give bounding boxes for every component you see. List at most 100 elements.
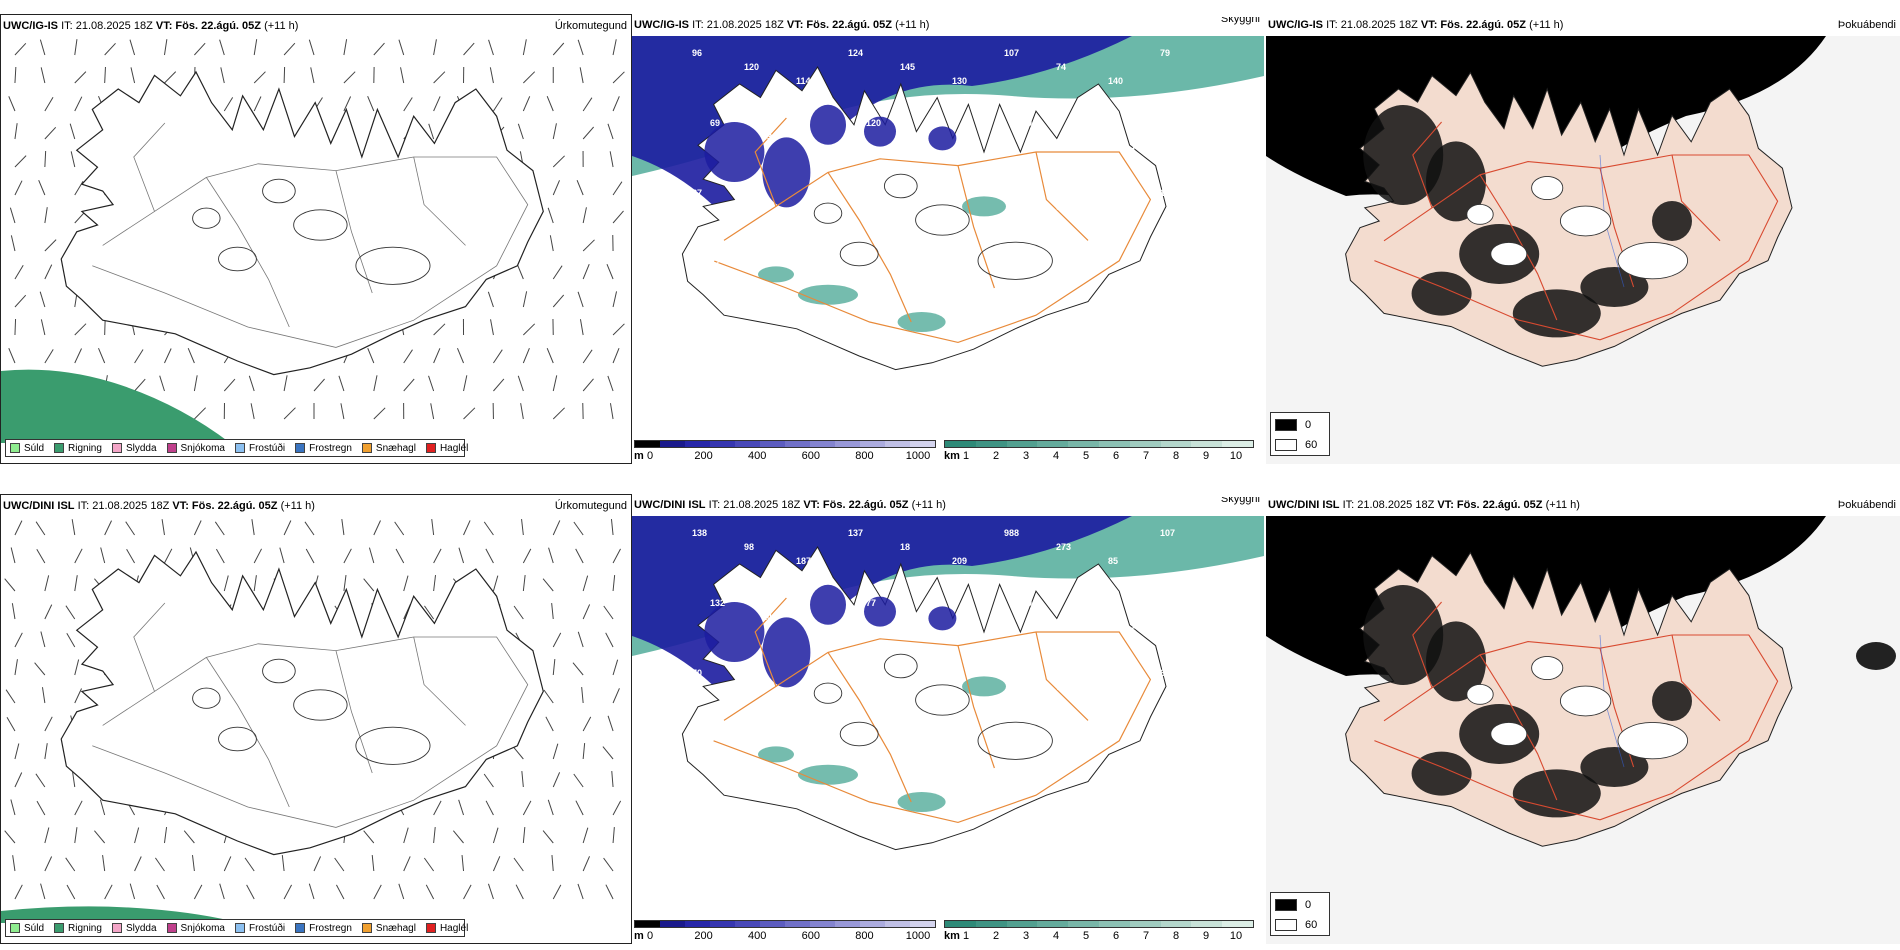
- wind-barb: [44, 207, 48, 224]
- scale-tick: 8: [1172, 450, 1180, 462]
- wind-barb: [44, 575, 50, 592]
- scale-tick: 600: [801, 930, 820, 942]
- scale-tick: 800: [855, 930, 874, 942]
- fog-panel-bottom: UWC/DINI ISL IT: 21.08.2025 18Z VT: Fös.…: [1266, 494, 1900, 944]
- legend-swatch: [361, 923, 372, 933]
- visibility-label: 114: [796, 76, 811, 86]
- fog-patch: [1580, 267, 1649, 307]
- wind-barb: [488, 39, 494, 56]
- valid-time: VT: Fös. 22.ágú. 05Z: [786, 19, 892, 31]
- legend-item: Frostúði: [234, 923, 285, 934]
- road: [1671, 154, 1721, 242]
- wind-barb: [283, 375, 288, 392]
- model-name: UWC/DINI ISL: [1268, 499, 1340, 511]
- fog-legend-swatch: [1275, 419, 1297, 431]
- glacier: [1531, 175, 1564, 201]
- scale-unit: m: [634, 930, 644, 942]
- scale-tick: 1: [962, 930, 970, 942]
- visibility-label: 85: [1108, 556, 1118, 566]
- model-name: UWC/IG-IS: [1268, 19, 1323, 31]
- coastline: [60, 70, 544, 376]
- wind-barb: [433, 800, 442, 816]
- glacier-outline: [839, 721, 879, 747]
- wind-barb: [251, 519, 255, 536]
- glacier-outline: [218, 246, 257, 272]
- glacier-outline: [262, 658, 296, 684]
- glacier-outline: [915, 204, 970, 236]
- init-time: IT: 21.08.2025 18Z: [708, 499, 801, 511]
- wind-barb: [65, 605, 76, 620]
- wind-barb: [542, 830, 554, 844]
- init-time: IT: 21.08.2025 18Z: [61, 20, 153, 32]
- wind-barb: [164, 548, 173, 564]
- wind-barb: [433, 323, 446, 336]
- model-name: UWC/IG-IS: [634, 19, 689, 31]
- road: [957, 645, 995, 769]
- wind-barb: [612, 800, 622, 816]
- visibility-label: 65: [814, 146, 824, 156]
- rain-area: [1, 906, 241, 923]
- wind-barb: [577, 631, 584, 648]
- wind-barb: [279, 547, 285, 564]
- wind-barb: [547, 207, 554, 224]
- wind-barb: [36, 800, 46, 816]
- visibility-panel-bottom: UWC/DINI ISL IT: 21.08.2025 18Z VT: Fös.…: [632, 494, 1264, 944]
- wind-barb: [10, 235, 16, 252]
- scale-tick: 200: [694, 930, 713, 942]
- wind-barb: [223, 856, 232, 872]
- glacier: [1466, 203, 1494, 225]
- visibility-label: 138: [692, 528, 707, 538]
- scale-tick: 400: [748, 930, 767, 942]
- wind-barb: [10, 799, 16, 816]
- glacier-outline: [883, 653, 918, 679]
- wind-barb: [547, 799, 554, 816]
- scale-tick: 0: [646, 450, 654, 462]
- legend-swatch: [425, 443, 436, 453]
- wind-barb: [183, 830, 195, 844]
- wind-barb: [10, 547, 16, 564]
- wind-barb: [14, 632, 23, 648]
- panel-title: Þokuábendi: [1837, 499, 1896, 511]
- visibility-label: 69: [1160, 668, 1170, 678]
- precip-type-legend: Súld Rigning Slydda Snjókoma Frostúði Frostre…: [5, 919, 468, 937]
- wind-barb: [522, 71, 536, 84]
- wind-barb: [5, 689, 16, 704]
- wind-barb: [367, 348, 375, 364]
- legend-swatch: [10, 923, 20, 933]
- wind-barb: [71, 771, 76, 788]
- wind-barb: [14, 180, 23, 196]
- scale-unit: km: [944, 930, 960, 942]
- init-time: IT: 21.08.2025 18Z: [1342, 499, 1435, 511]
- wind-barb: [281, 855, 285, 872]
- visibility-label: 124: [848, 48, 863, 58]
- wind-barb: [522, 291, 528, 308]
- wind-barb: [492, 575, 499, 592]
- wind-barb: [492, 827, 499, 844]
- wind-barb: [485, 548, 494, 564]
- scale-tick: 8: [1172, 930, 1180, 942]
- rain-area: [1, 369, 231, 443]
- visibility-label: 273: [1056, 542, 1071, 552]
- road: [754, 597, 787, 687]
- wind-barb: [223, 97, 234, 112]
- wind-barb: [423, 857, 435, 872]
- model-name: UWC/DINI ISL: [3, 500, 75, 512]
- road: [335, 650, 373, 774]
- wind-barb: [283, 42, 296, 56]
- visibility-label: 77: [866, 598, 876, 608]
- visibility-panel-top: UWC/IG-IS IT: 21.08.2025 18Z VT: Fös. 22…: [632, 14, 1264, 464]
- wind-barb: [573, 521, 584, 536]
- wind-barb: [612, 39, 617, 56]
- wind-barb: [403, 575, 409, 592]
- legend-label: Súld: [24, 922, 45, 934]
- wind-barb: [394, 521, 405, 536]
- wind-barb: [552, 294, 565, 308]
- wind-barb: [34, 662, 46, 676]
- road: [92, 636, 529, 828]
- wind-barb: [602, 746, 614, 760]
- wind-barb: [159, 375, 165, 392]
- legend-swatch: [111, 443, 122, 453]
- wind-barb: [304, 521, 315, 536]
- wind-barb: [582, 604, 591, 620]
- moderate-visibility-patch: [798, 764, 858, 785]
